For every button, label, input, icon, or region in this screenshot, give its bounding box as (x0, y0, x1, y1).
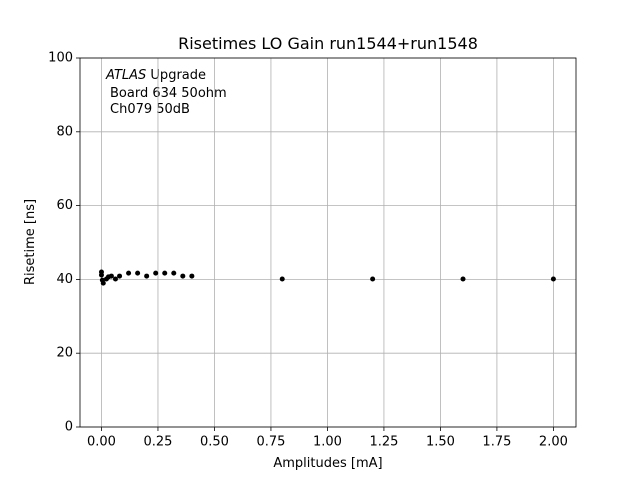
x-axis-label: Amplitudes [mA] (273, 456, 382, 471)
annotation-line: Board 634 50ohm (110, 86, 227, 101)
point (370, 276, 376, 282)
point (460, 276, 466, 282)
plot-frame (79, 57, 577, 428)
y-tick-label: 40 (56, 272, 73, 287)
x-tick-label: 0.50 (200, 435, 229, 450)
x-tick-label: 0.25 (143, 435, 172, 450)
x-tick-label: 2.00 (539, 435, 568, 450)
y-axis-label: Risetime [ns] (23, 199, 38, 285)
y-tick-label: 0 (65, 420, 73, 435)
x-tick-label: 0.00 (87, 435, 116, 450)
point (135, 270, 141, 276)
annotation: ATLAS Upgrade (105, 68, 206, 83)
x-tick-label: 1.00 (313, 435, 342, 450)
y-tick-label: 20 (56, 346, 73, 361)
x-tick-label: 0.75 (256, 435, 285, 450)
point (98, 272, 104, 278)
point (108, 273, 114, 279)
point (126, 270, 132, 276)
point (153, 270, 159, 276)
x-tick-label: 1.25 (369, 435, 398, 450)
point (100, 280, 106, 286)
point (171, 270, 177, 276)
annotation-line: Upgrade (150, 68, 206, 83)
y-tick-label: 60 (56, 198, 73, 213)
chart-title: Risetimes LO Gain run1544+run1548 (178, 34, 478, 53)
x-tick-label: 1.50 (426, 435, 455, 450)
point (189, 273, 195, 279)
point (117, 273, 123, 279)
annotation-line: Ch079 50dB (110, 102, 190, 117)
y-tick-label: 100 (48, 51, 73, 66)
point (112, 276, 118, 282)
point (180, 273, 186, 279)
point (279, 276, 285, 282)
y-tick-label: 80 (56, 124, 73, 139)
point (144, 273, 150, 279)
point (162, 270, 168, 276)
point (550, 276, 556, 282)
x-tick-label: 1.75 (482, 435, 511, 450)
annotation-emphasis: ATLAS (105, 68, 146, 83)
